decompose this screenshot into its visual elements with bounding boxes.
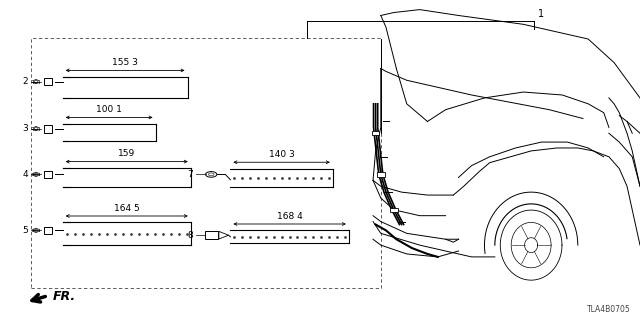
Text: 7: 7 [188, 170, 193, 179]
Text: 5: 5 [22, 226, 28, 235]
Text: TLA4B0705: TLA4B0705 [587, 305, 630, 314]
Bar [44, 227, 51, 234]
Bar [205, 231, 218, 239]
Bar [372, 131, 380, 135]
Text: 8: 8 [188, 231, 193, 240]
Bar [44, 78, 51, 85]
Polygon shape [219, 231, 228, 239]
Text: FR.: FR. [53, 291, 76, 303]
Text: 159: 159 [118, 149, 135, 158]
Bar [44, 125, 51, 132]
Text: 168 4: 168 4 [276, 212, 303, 221]
Text: 1: 1 [538, 9, 544, 19]
Text: 4: 4 [22, 170, 28, 179]
Text: 2: 2 [22, 77, 28, 86]
Text: 155 3: 155 3 [112, 58, 138, 67]
Bar [377, 172, 385, 177]
Text: 140 3: 140 3 [269, 150, 294, 159]
Bar [44, 171, 51, 178]
Bar [390, 208, 397, 212]
Text: 164 5: 164 5 [114, 204, 140, 213]
Text: 3: 3 [22, 124, 28, 133]
Text: 100 1: 100 1 [96, 105, 122, 114]
